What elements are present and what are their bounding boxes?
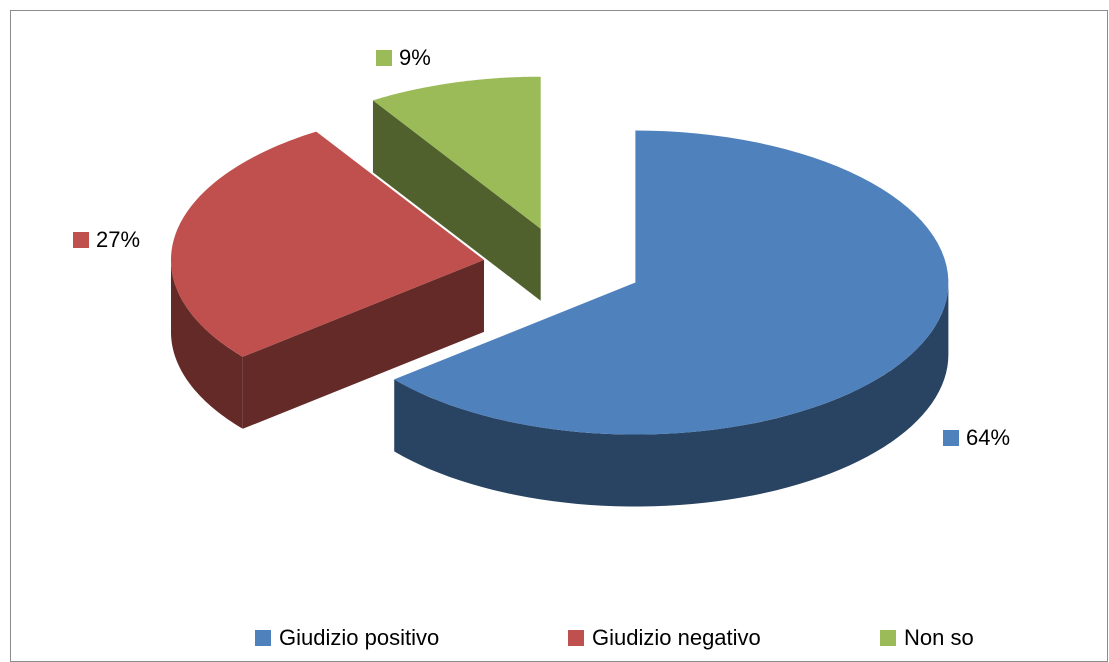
legend-swatch <box>880 630 896 646</box>
legend-label: Giudizio negativo <box>592 625 761 650</box>
legend-swatch <box>255 630 271 646</box>
pie-slice <box>170 131 484 429</box>
label-swatch <box>943 430 959 446</box>
legend-swatch <box>568 630 584 646</box>
slice-top <box>372 76 541 229</box>
slice-side <box>372 100 541 301</box>
data-label: 27% <box>96 227 140 252</box>
slice-wall <box>170 259 243 429</box>
legend-label: Giudizio positivo <box>279 625 439 650</box>
pie-slice <box>394 130 949 507</box>
slice-wall <box>394 282 949 507</box>
label-swatch <box>376 50 392 66</box>
slice-side <box>242 259 484 429</box>
legend-label: Non so <box>904 625 974 650</box>
pie-slice <box>372 76 541 301</box>
data-label: 9% <box>399 45 431 70</box>
label-swatch <box>73 232 89 248</box>
slice-top <box>394 130 949 435</box>
data-label: 64% <box>966 425 1010 450</box>
slice-top <box>170 131 484 357</box>
